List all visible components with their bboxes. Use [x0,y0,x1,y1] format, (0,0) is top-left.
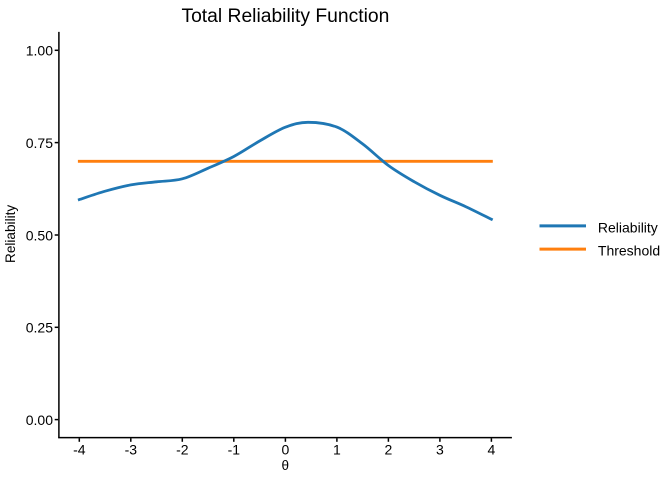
svg-text:Threshold: Threshold [598,243,660,259]
svg-text:0: 0 [282,442,290,458]
svg-text:-3: -3 [125,442,138,458]
svg-text:Reliability: Reliability [598,220,658,236]
svg-text:1: 1 [333,442,341,458]
svg-text:0.00: 0.00 [26,412,53,428]
svg-text:-1: -1 [228,442,241,458]
svg-text:-2: -2 [176,442,189,458]
svg-text:0.75: 0.75 [26,135,53,151]
svg-text:4: 4 [488,442,496,458]
svg-text:-4: -4 [73,442,86,458]
svg-text:1.00: 1.00 [26,43,53,59]
svg-text:0.25: 0.25 [26,320,53,336]
svg-text:Reliability: Reliability [3,205,18,263]
svg-text:0.50: 0.50 [26,227,53,243]
svg-text:3: 3 [436,442,444,458]
svg-text:2: 2 [385,442,393,458]
svg-text:Total Reliability Function: Total Reliability Function [181,6,389,27]
svg-text:θ: θ [282,458,290,473]
